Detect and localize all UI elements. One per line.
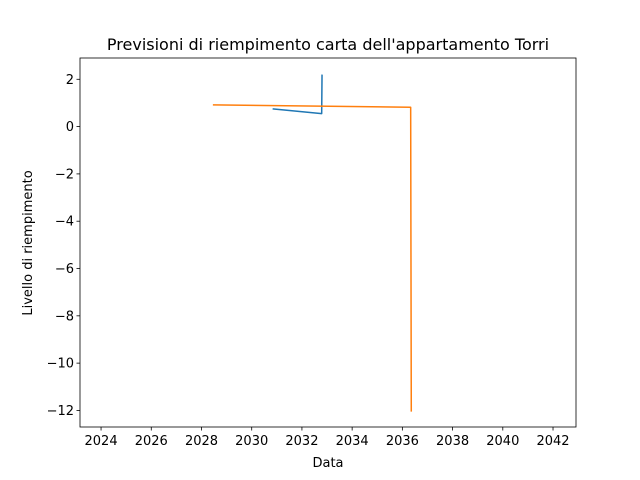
- y-tick-label--4: −4: [55, 215, 74, 230]
- plot-area: 2024 2026 2028 2030 2032 2034 2036 2038 2040 2042…: [47, 57, 577, 449]
- x-tick-label-2028: 2028: [185, 434, 218, 449]
- y-tick-label--10: −10: [47, 357, 74, 372]
- y-tick-label--6: −6: [55, 262, 74, 277]
- x-axis-label: Data: [312, 456, 343, 471]
- x-tick-label-2040: 2040: [486, 434, 519, 449]
- y-axis-label: Livello di riempimento: [21, 170, 36, 315]
- y-tick-label--2: −2: [55, 167, 74, 182]
- x-tick-label-2030: 2030: [235, 434, 268, 449]
- y-tick-label--8: −8: [55, 309, 74, 324]
- x-tick-label-2024: 2024: [85, 434, 118, 449]
- y-tick-label--12: −12: [47, 404, 74, 419]
- axes-frame: [79, 57, 577, 428]
- x-tick-label-2036: 2036: [386, 434, 419, 449]
- series-2-line: [212, 104, 413, 412]
- x-tick-label-2042: 2042: [536, 434, 569, 449]
- y-tick-label-2: 2: [66, 73, 74, 88]
- x-tick-label-2032: 2032: [285, 434, 318, 449]
- y-tick-label-0: 0: [66, 120, 74, 135]
- series-1-line: [272, 74, 323, 115]
- x-tick-label-2038: 2038: [436, 434, 469, 449]
- x-tick-label-2026: 2026: [135, 434, 168, 449]
- x-tick-label-2034: 2034: [336, 434, 369, 449]
- chart-title: Previsioni di riempimento carta dell'app…: [107, 35, 549, 54]
